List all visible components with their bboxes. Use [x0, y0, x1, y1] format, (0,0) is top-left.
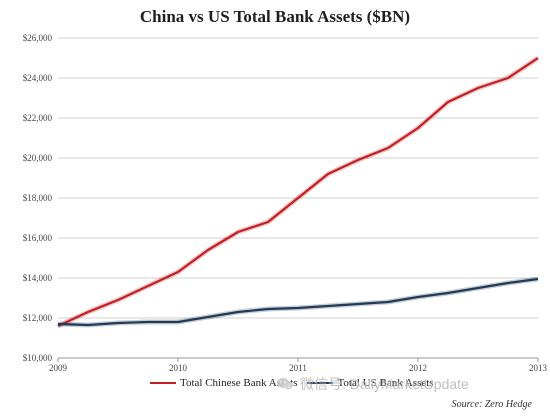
- y-tick-label: $10,000: [23, 353, 53, 363]
- y-tick-label: $14,000: [23, 273, 53, 283]
- legend-label-china: Total Chinese Bank Assets: [180, 377, 298, 389]
- x-tick-label: 2010: [169, 363, 188, 373]
- source-note: Source: Zero Hedge: [451, 399, 532, 410]
- x-tick-label: 2009: [49, 363, 68, 373]
- legend-item-us: Total US Bank Assets: [307, 377, 434, 389]
- series-lines: [56, 55, 540, 329]
- chart-title: China vs US Total Bank Assets ($BN): [139, 7, 411, 26]
- y-tick-label: $20,000: [23, 153, 53, 163]
- y-tick-label: $24,000: [23, 73, 53, 83]
- x-tick-label: 2012: [409, 363, 427, 373]
- x-axis-labels: 2009 2010 2011 2012 2013: [49, 363, 548, 373]
- legend: Total Chinese Bank Assets Total US Bank …: [150, 377, 434, 389]
- y-tick-label: $12,000: [23, 313, 53, 323]
- y-tick-label: $26,000: [23, 33, 53, 43]
- watermark-text: 微信号: DailyMarketUpdate: [300, 376, 469, 392]
- watermark: 微信号: DailyMarketUpdate: [276, 374, 469, 394]
- y-axis-labels: $10,000 $12,000 $14,000 $16,000 $18,000 $20,0…: [23, 33, 53, 363]
- x-tick-label: 2011: [289, 363, 307, 373]
- wechat-icon: [277, 378, 293, 390]
- china-series-shadow: [56, 55, 540, 329]
- legend-label-us: Total US Bank Assets: [337, 377, 434, 389]
- x-tick-label: 2013: [529, 363, 548, 373]
- china-series-line: [57, 57, 539, 327]
- y-tick-label: $18,000: [23, 193, 53, 203]
- y-tick-label: $22,000: [23, 113, 53, 123]
- legend-swatch-us: [307, 382, 334, 384]
- us-series-line: [57, 277, 539, 327]
- legend-swatch-china: [150, 382, 176, 384]
- legend-item-china: Total Chinese Bank Assets: [150, 377, 297, 389]
- y-tick-label: $16,000: [23, 233, 53, 243]
